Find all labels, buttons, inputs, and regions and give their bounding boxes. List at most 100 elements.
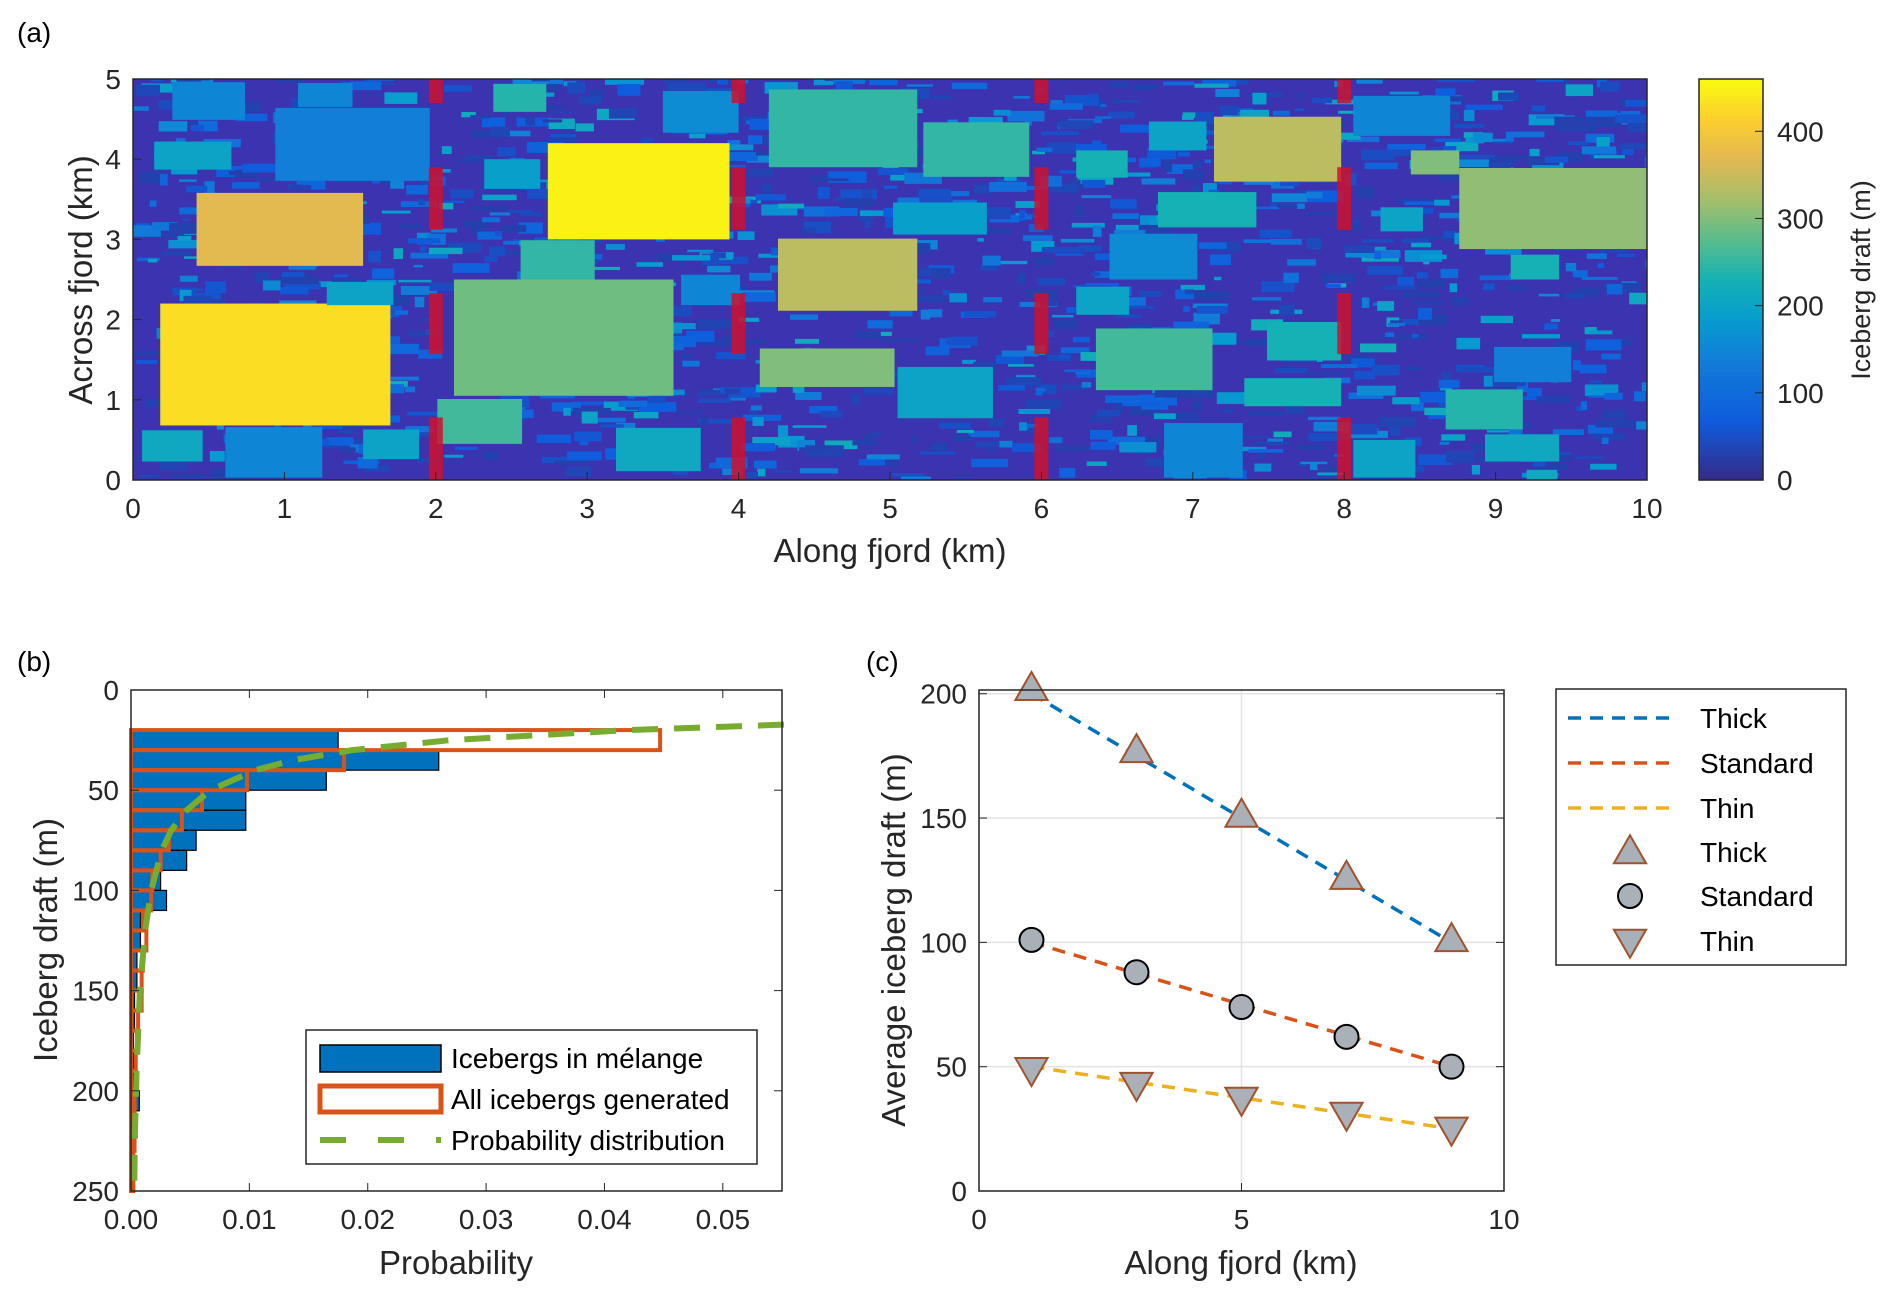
colorbar-segment — [1699, 319, 1763, 325]
small-iceberg — [150, 79, 164, 82]
small-iceberg — [420, 246, 427, 252]
colorbar-segment — [1699, 227, 1763, 232]
small-iceberg — [989, 218, 1020, 223]
colorbar-segment — [1699, 443, 1763, 449]
y-tick-label: 0 — [103, 675, 119, 706]
small-iceberg — [696, 339, 731, 346]
small-iceberg — [1463, 110, 1475, 122]
large-iceberg — [893, 202, 987, 235]
legend-marker-thick — [1612, 833, 1648, 865]
small-iceberg — [633, 411, 659, 419]
small-iceberg — [1192, 185, 1200, 196]
small-iceberg — [1545, 156, 1569, 163]
small-iceberg — [752, 417, 764, 426]
small-iceberg — [139, 474, 160, 478]
small-iceberg — [347, 222, 381, 235]
panel-c-ylabel: Average iceberg draft (m) — [875, 753, 912, 1127]
small-iceberg — [1479, 275, 1513, 281]
small-iceberg — [1117, 305, 1155, 309]
small-iceberg — [618, 400, 648, 408]
small-iceberg — [551, 402, 581, 412]
small-iceberg — [724, 151, 758, 162]
small-iceberg — [489, 212, 511, 216]
small-iceberg — [824, 440, 858, 450]
melange-bar — [130, 809, 247, 831]
colorbar-segment — [1699, 103, 1763, 108]
small-iceberg — [1041, 131, 1079, 136]
small-iceberg — [1039, 175, 1062, 187]
small-iceberg — [704, 88, 739, 92]
small-iceberg — [1424, 407, 1451, 416]
small-iceberg — [454, 446, 478, 450]
x-tick-label: 8 — [1336, 493, 1352, 524]
small-iceberg — [900, 166, 919, 177]
small-iceberg — [134, 351, 163, 356]
small-iceberg — [750, 199, 758, 204]
small-iceberg — [1114, 404, 1125, 412]
small-iceberg — [918, 188, 951, 197]
small-iceberg — [1227, 446, 1267, 452]
small-iceberg — [1418, 307, 1432, 320]
large-iceberg — [1095, 328, 1213, 391]
small-iceberg — [450, 189, 474, 199]
small-iceberg — [897, 197, 935, 204]
small-iceberg — [1086, 461, 1107, 466]
small-iceberg — [179, 289, 192, 302]
colorbar-segment — [1699, 343, 1763, 349]
small-iceberg — [542, 119, 563, 123]
small-iceberg — [1438, 96, 1465, 102]
small-iceberg — [1172, 412, 1200, 421]
small-iceberg — [1317, 472, 1346, 476]
small-iceberg — [368, 250, 382, 263]
x-tick-label: 0.05 — [696, 1204, 751, 1235]
small-iceberg — [1144, 458, 1173, 467]
small-iceberg — [279, 277, 319, 285]
small-iceberg — [794, 338, 820, 344]
small-iceberg — [1457, 367, 1496, 373]
small-iceberg — [1439, 441, 1450, 445]
small-iceberg — [566, 466, 592, 477]
legend-swatch-melange — [319, 1044, 442, 1073]
small-iceberg — [1538, 293, 1560, 297]
x-tick-label: 2 — [428, 493, 444, 524]
small-iceberg — [1641, 382, 1647, 391]
small-iceberg — [1352, 223, 1361, 232]
colorbar-segment — [1699, 223, 1763, 228]
small-iceberg — [1192, 160, 1203, 169]
small-iceberg — [1387, 144, 1426, 150]
small-iceberg — [717, 256, 749, 265]
small-iceberg — [1078, 245, 1102, 253]
small-iceberg — [778, 435, 805, 448]
small-iceberg — [975, 442, 1010, 448]
small-iceberg — [1184, 289, 1194, 294]
small-iceberg — [276, 79, 309, 83]
small-iceberg — [906, 84, 934, 87]
large-iceberg — [484, 159, 541, 189]
small-iceberg — [697, 319, 735, 330]
small-iceberg — [1574, 456, 1605, 460]
small-iceberg — [1313, 421, 1349, 432]
large-iceberg — [142, 430, 203, 462]
small-iceberg — [1059, 170, 1092, 174]
small-iceberg — [575, 123, 594, 132]
colorbar-segment — [1699, 183, 1763, 188]
small-iceberg — [1420, 392, 1459, 403]
small-iceberg — [1362, 239, 1394, 243]
small-iceberg — [168, 239, 202, 249]
small-iceberg — [1445, 141, 1479, 152]
large-iceberg — [1244, 378, 1342, 407]
data-point-thick — [1328, 858, 1365, 890]
small-iceberg — [181, 218, 191, 221]
small-iceberg — [452, 263, 490, 273]
small-iceberg — [398, 279, 432, 283]
small-iceberg — [758, 253, 790, 258]
colorbar-segment — [1699, 135, 1763, 140]
large-iceberg — [681, 274, 741, 306]
small-iceberg — [1183, 306, 1190, 313]
small-iceberg — [1351, 358, 1375, 368]
colorbar-segment — [1699, 159, 1763, 164]
colorbar-segment — [1699, 219, 1763, 224]
x-tick-label: 7 — [1185, 493, 1201, 524]
